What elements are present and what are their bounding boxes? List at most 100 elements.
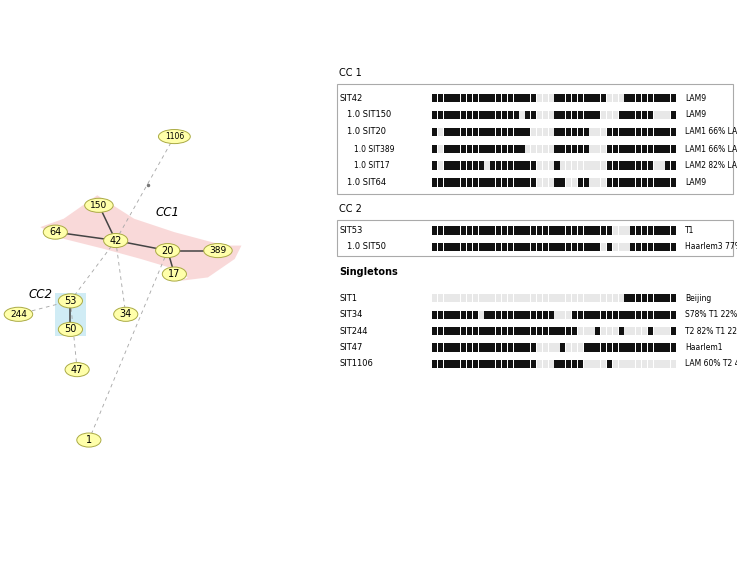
Bar xyxy=(444,343,449,352)
Bar xyxy=(566,360,571,368)
Bar xyxy=(612,178,618,187)
Bar xyxy=(630,161,635,170)
Bar xyxy=(595,327,601,335)
Bar xyxy=(601,226,607,235)
Bar xyxy=(450,178,455,187)
Bar xyxy=(514,111,519,119)
Bar xyxy=(432,294,437,302)
Bar xyxy=(624,360,629,368)
Bar xyxy=(660,327,665,335)
Bar xyxy=(508,360,513,368)
Bar xyxy=(654,294,659,302)
Bar xyxy=(432,343,437,352)
Bar xyxy=(618,327,624,335)
Bar xyxy=(560,111,565,119)
Bar xyxy=(636,327,641,335)
Bar xyxy=(618,145,624,153)
Bar xyxy=(618,94,624,102)
Bar xyxy=(630,128,635,136)
Bar xyxy=(642,294,647,302)
Bar xyxy=(543,111,548,119)
Bar xyxy=(531,294,537,302)
Bar xyxy=(660,161,665,170)
Bar xyxy=(467,94,472,102)
Bar xyxy=(461,343,467,352)
Bar xyxy=(548,161,553,170)
Bar xyxy=(566,94,571,102)
Bar xyxy=(660,145,665,153)
Bar xyxy=(630,311,635,319)
Bar xyxy=(455,161,461,170)
FancyBboxPatch shape xyxy=(338,84,733,194)
Bar xyxy=(508,145,513,153)
Bar xyxy=(654,161,659,170)
Bar xyxy=(502,327,507,335)
Bar xyxy=(461,178,467,187)
Bar xyxy=(508,343,513,352)
Bar xyxy=(578,360,583,368)
Bar xyxy=(578,226,583,235)
Bar xyxy=(590,111,595,119)
Bar xyxy=(630,294,635,302)
Bar xyxy=(514,145,519,153)
Bar xyxy=(531,226,537,235)
Bar xyxy=(554,294,559,302)
Bar xyxy=(666,161,671,170)
Bar xyxy=(590,145,595,153)
Bar xyxy=(648,343,653,352)
Bar xyxy=(601,145,607,153)
Text: T1: T1 xyxy=(685,226,694,235)
Bar xyxy=(601,161,607,170)
Text: 1.0 SIT64: 1.0 SIT64 xyxy=(346,178,385,187)
Bar xyxy=(666,343,671,352)
Bar xyxy=(642,94,647,102)
Text: Singletons: Singletons xyxy=(339,267,398,277)
Bar xyxy=(572,128,577,136)
Bar xyxy=(520,145,525,153)
Bar xyxy=(624,128,629,136)
Bar xyxy=(502,243,507,251)
Bar xyxy=(484,161,489,170)
Text: 1106: 1106 xyxy=(165,132,184,141)
Bar xyxy=(450,360,455,368)
Bar xyxy=(666,111,671,119)
Bar xyxy=(473,360,478,368)
Bar xyxy=(554,161,559,170)
Bar xyxy=(554,226,559,235)
Bar xyxy=(438,327,443,335)
Bar xyxy=(543,311,548,319)
Bar xyxy=(590,343,595,352)
Bar xyxy=(624,327,629,335)
Bar xyxy=(508,111,513,119)
Bar xyxy=(630,145,635,153)
Bar xyxy=(508,243,513,251)
Bar xyxy=(566,178,571,187)
Bar xyxy=(520,311,525,319)
Bar xyxy=(566,311,571,319)
Bar xyxy=(502,94,507,102)
Bar xyxy=(461,311,467,319)
Bar xyxy=(490,178,495,187)
Bar xyxy=(467,294,472,302)
Bar xyxy=(455,311,461,319)
Bar xyxy=(560,294,565,302)
Bar xyxy=(461,94,467,102)
Bar xyxy=(432,111,437,119)
Bar xyxy=(525,178,531,187)
Bar xyxy=(642,145,647,153)
Bar xyxy=(450,327,455,335)
Bar xyxy=(496,178,501,187)
Bar xyxy=(438,161,443,170)
Bar xyxy=(554,311,559,319)
Bar xyxy=(508,327,513,335)
Bar xyxy=(461,128,467,136)
Text: SIT244: SIT244 xyxy=(339,326,368,336)
Bar xyxy=(607,94,612,102)
Bar xyxy=(636,178,641,187)
Bar xyxy=(461,111,467,119)
Bar xyxy=(490,294,495,302)
Bar xyxy=(531,145,537,153)
Bar xyxy=(490,327,495,335)
Bar xyxy=(496,161,501,170)
Bar xyxy=(554,128,559,136)
